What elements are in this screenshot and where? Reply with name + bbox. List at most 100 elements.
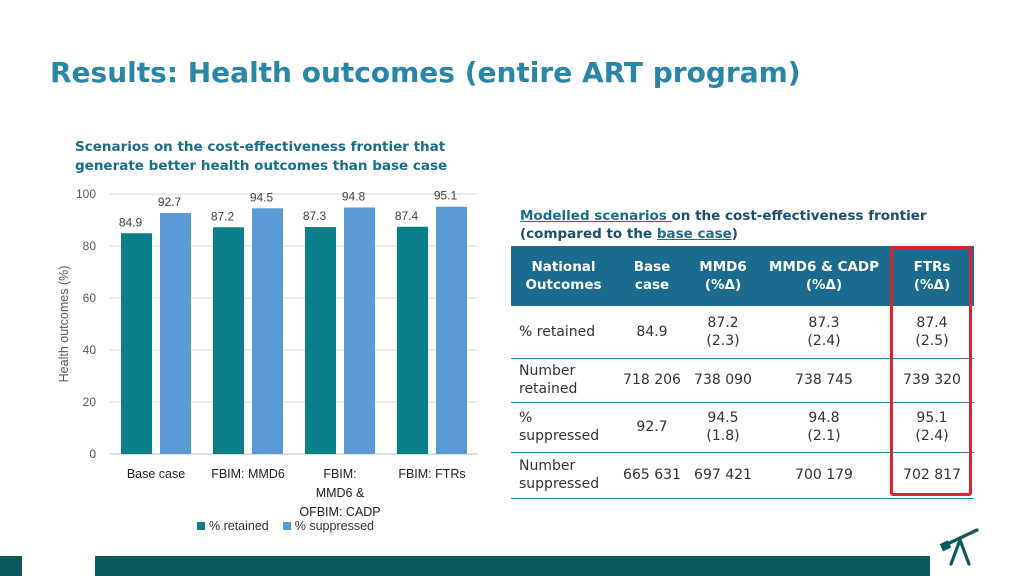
- cell-line: (2.5): [915, 332, 949, 349]
- data-label-suppressed-0: 92.7: [158, 195, 182, 209]
- bar-retained-2: [305, 227, 336, 454]
- cell-line: 87.4: [916, 314, 948, 331]
- table-cell: 739 320: [890, 358, 974, 403]
- data-label-retained-2: 87.3: [303, 209, 327, 223]
- table-cell: 95.1 (2.4): [890, 402, 974, 453]
- cell-line: (2.1): [807, 428, 841, 444]
- table-row: % retained 84.9 87.2 (2.3) 87.3 (2.4) 87.4 (2.5…: [511, 306, 974, 359]
- table-row: % suppressed 92.7 94.5 (1.8) 94.8 (2.1) 95.1 (2.…: [511, 402, 974, 453]
- table-cell: 87.4 (2.5): [890, 306, 974, 359]
- bar-retained-1: [213, 227, 244, 454]
- cell-line: 87.3: [808, 314, 840, 331]
- row-label-line: Number: [519, 458, 576, 474]
- table-header-line: MMD6 & CADP: [768, 259, 880, 275]
- table-cell: 87.2 (2.3): [688, 306, 758, 359]
- caption-frontier-text: on the cost-effectiveness frontier (comp…: [520, 208, 927, 242]
- cell-line: (2.4): [915, 428, 949, 444]
- table-header-line: MMD6: [699, 259, 747, 275]
- cell-line: 92.7: [636, 419, 668, 435]
- table-cell: 87.3 (2.4): [758, 306, 890, 359]
- table-cell: 738 090: [688, 358, 758, 403]
- cell-line: 665 631: [623, 467, 681, 483]
- table-body: % retained 84.9 87.2 (2.3) 87.3 (2.4) 87.4 (2.5…: [511, 306, 974, 499]
- table-cell: 697 421: [688, 452, 758, 499]
- table-cell: 92.7: [616, 402, 688, 453]
- caption-base-case: base case: [656, 226, 732, 242]
- table-header-3: MMD6 & CADP (%Δ): [758, 246, 890, 306]
- table-row-label: Number retained: [511, 358, 616, 403]
- legend-swatch-retained: [197, 522, 205, 530]
- telescope-icon: [939, 528, 979, 566]
- cell-line: 94.5: [707, 410, 739, 426]
- legend-label-suppressed: % suppressed: [294, 519, 374, 533]
- table-header-line: Outcomes: [525, 277, 602, 293]
- legend-item-retained: % retained: [197, 519, 269, 533]
- footer-left-block: [0, 556, 22, 576]
- cell-line: (1.8): [706, 428, 740, 444]
- caption-close: ): [731, 226, 738, 242]
- bar-suppressed-2: [344, 207, 375, 454]
- table-header-line: National: [531, 259, 596, 275]
- y-tick-label-40: 40: [83, 343, 97, 357]
- table-row: Number suppressed 665 631 697 421 700 179 702…: [511, 452, 974, 499]
- legend-swatch-suppressed: [282, 522, 291, 530]
- table-header-2: MMD6 (%Δ): [688, 246, 758, 306]
- row-label-line: Number: [519, 363, 576, 379]
- chart-subtitle: Scenarios on the cost-effectiveness fron…: [75, 139, 448, 174]
- table-row-label: % retained: [511, 306, 616, 359]
- table-cell: 94.8 (2.1): [758, 402, 890, 453]
- cell-line: (2.4): [807, 332, 841, 349]
- table-header-line: FTRs: [913, 259, 951, 275]
- y-tick-label-80: 80: [83, 239, 97, 253]
- table-cell: 700 179: [758, 452, 890, 499]
- cell-line: 738 745: [795, 372, 853, 388]
- data-label-retained-3: 87.4: [395, 209, 419, 223]
- footer-bar: [95, 556, 930, 576]
- table-cell: 84.9: [616, 306, 688, 359]
- cell-line: 718 206: [623, 372, 681, 388]
- table-caption: Modelled scenarios on the cost-effective…: [520, 207, 990, 243]
- bar-suppressed-3: [436, 206, 467, 454]
- y-tick-label-60: 60: [83, 291, 97, 305]
- cell-line: 87.2: [707, 314, 739, 331]
- slide-title: Results: Health outcomes (entire ART pro…: [50, 56, 801, 89]
- cell-line: 697 421: [694, 467, 752, 483]
- cell-line: 94.8: [808, 410, 840, 426]
- results-table: National Outcomes Base case MMD6 (%Δ) MMD6 & C…: [511, 246, 974, 499]
- y-axis-label: Health outcomes (%): [57, 266, 71, 383]
- x-tick-label-3-0: FBIM: FTRs: [398, 467, 465, 481]
- table-header-line: case: [634, 277, 670, 293]
- y-tick-label-100: 100: [76, 187, 96, 201]
- table-header-line: (%Δ): [805, 277, 843, 293]
- bar-chart: 0 20 40 60 80 100 Health outcomes (%) 84.9 92.7 B…: [57, 187, 478, 519]
- legend-label-retained: % retained: [209, 519, 269, 533]
- table-row: Number retained 718 206 738 090 738 745 739 3…: [511, 358, 974, 403]
- y-tick-label-20: 20: [83, 395, 97, 409]
- table-header-4: FTRs (%Δ): [890, 246, 974, 306]
- table-header-0: National Outcomes: [511, 246, 616, 306]
- cell-line: 738 090: [694, 372, 752, 388]
- data-label-retained-0: 84.9: [119, 215, 143, 229]
- table-row-label: Number suppressed: [511, 452, 616, 499]
- table-cell: 665 631: [616, 452, 688, 499]
- bar-retained-3: [397, 226, 428, 454]
- cell-line: 702 817: [903, 467, 961, 483]
- cell-line: 700 179: [795, 467, 853, 483]
- cell-line: 739 320: [903, 372, 961, 388]
- bar-suppressed-0: [160, 212, 191, 454]
- cell-line: 95.1: [916, 410, 948, 426]
- data-label-suppressed-3: 95.1: [434, 189, 458, 203]
- y-tick-label-0: 0: [89, 447, 96, 461]
- table-cell: 718 206: [616, 358, 688, 403]
- data-label-suppressed-2: 94.8: [342, 190, 366, 204]
- table-row-label: % suppressed: [511, 402, 616, 453]
- table-cell: 738 745: [758, 358, 890, 403]
- cell-line: (2.3): [706, 332, 740, 349]
- row-label-line: suppressed: [519, 476, 600, 492]
- row-label-line: retained: [519, 381, 578, 397]
- table-header-1: Base case: [616, 246, 688, 306]
- x-tick-label-0-0: Base case: [127, 467, 185, 481]
- table-header-line: Base: [633, 259, 671, 275]
- row-label-line: suppressed: [519, 428, 600, 444]
- data-label-retained-1: 87.2: [211, 209, 235, 223]
